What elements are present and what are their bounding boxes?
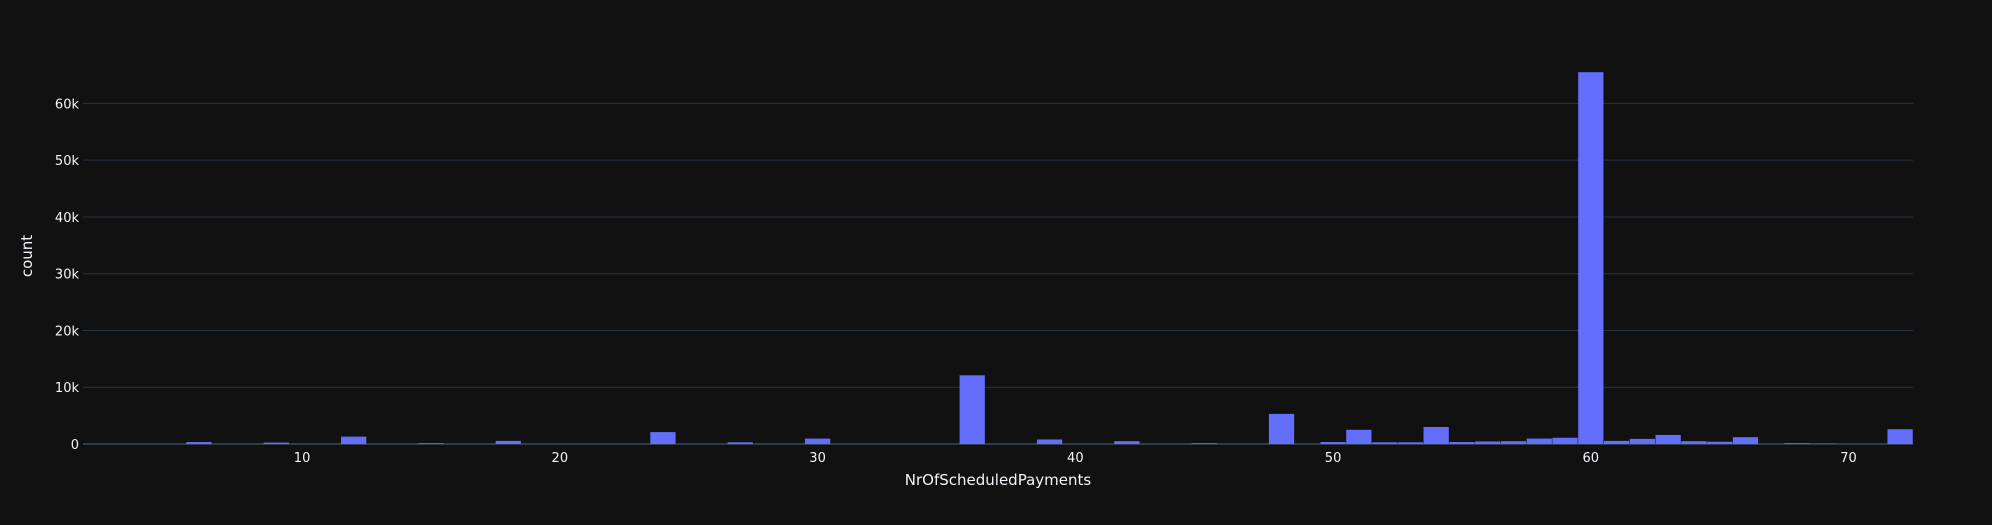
histogram-bar bbox=[1681, 441, 1707, 444]
y-tick-label: 60k bbox=[55, 97, 80, 112]
histogram-bar bbox=[1475, 441, 1501, 444]
histogram-bar bbox=[1346, 429, 1372, 444]
y-tick-label: 30k bbox=[55, 268, 80, 283]
x-tick-labels: 10 20 30 40 50 60 70 bbox=[294, 451, 1857, 466]
y-tick-label: 10k bbox=[55, 381, 80, 396]
histogram-bar bbox=[804, 438, 831, 444]
y-tick-label: 20k bbox=[55, 324, 80, 339]
histogram-bar bbox=[727, 442, 753, 444]
histogram-bar bbox=[1887, 429, 1913, 444]
histogram-bar bbox=[1114, 441, 1140, 444]
histogram-bar bbox=[1784, 443, 1810, 444]
y-tick-label: 0 bbox=[71, 438, 79, 453]
x-tick-label: 20 bbox=[552, 451, 569, 466]
y-tick-labels: 0 10k 20k 30k 40k 50k 60k bbox=[55, 97, 80, 453]
x-tick-label: 30 bbox=[809, 451, 826, 466]
x-axis-title: NrOfScheduledPayments bbox=[905, 471, 1092, 489]
histogram-bar bbox=[1191, 443, 1217, 444]
y-tick-label: 50k bbox=[55, 154, 80, 169]
y-axis-title: count bbox=[18, 235, 36, 277]
histogram-bar bbox=[1397, 442, 1424, 444]
histogram-bar bbox=[1500, 441, 1527, 444]
histogram-bar bbox=[418, 443, 444, 444]
histogram-bar bbox=[959, 375, 985, 444]
x-tick-label: 70 bbox=[1840, 451, 1857, 466]
histogram-bar bbox=[1268, 413, 1295, 444]
bars bbox=[186, 72, 1913, 445]
histogram-bar bbox=[186, 442, 212, 444]
histogram-bar bbox=[1578, 72, 1604, 445]
x-tick-label: 10 bbox=[294, 451, 311, 466]
y-tick-label: 40k bbox=[55, 211, 80, 226]
histogram-bar bbox=[1036, 439, 1063, 444]
histogram-bar bbox=[1810, 443, 1836, 444]
x-tick-label: 60 bbox=[1583, 451, 1600, 466]
histogram-bar bbox=[495, 440, 521, 444]
x-tick-label: 50 bbox=[1325, 451, 1342, 466]
histogram-bar bbox=[341, 436, 367, 444]
gridlines bbox=[83, 102, 1913, 445]
histogram-bar bbox=[1603, 440, 1630, 444]
histogram-bar bbox=[1655, 434, 1681, 444]
histogram-bar bbox=[1629, 438, 1655, 444]
histogram-bar bbox=[1732, 437, 1759, 444]
histogram-bar bbox=[1707, 441, 1733, 444]
histogram-bar bbox=[1423, 426, 1449, 444]
histogram-bar bbox=[650, 432, 676, 444]
histogram-bar bbox=[1449, 442, 1475, 444]
histogram-bar bbox=[263, 442, 289, 444]
histogram-bar bbox=[1320, 442, 1346, 444]
x-tick-label: 40 bbox=[1067, 451, 1084, 466]
histogram-bar bbox=[1552, 437, 1578, 444]
histogram-bar bbox=[1526, 438, 1552, 444]
histogram-bar bbox=[1371, 442, 1398, 444]
